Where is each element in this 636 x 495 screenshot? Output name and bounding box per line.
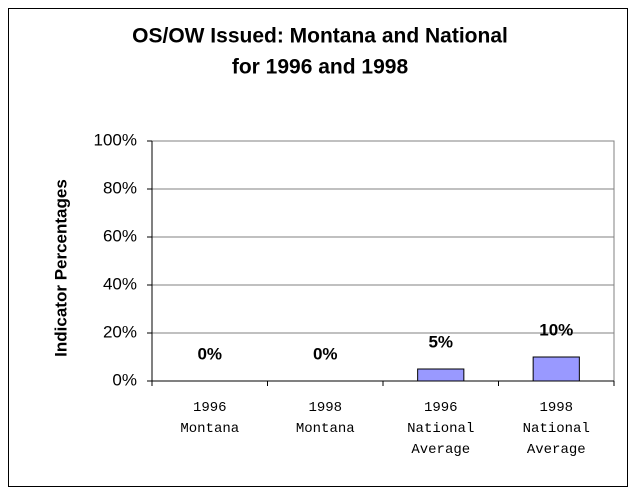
y-tick-label: 60% [103, 226, 137, 245]
y-tick-label: 20% [103, 322, 137, 341]
value-label: 0% [197, 344, 222, 363]
value-label: 5% [428, 332, 453, 351]
x-tick-label: 1996 Montana [180, 400, 239, 437]
chart-border [8, 8, 628, 487]
y-axis-label: Indicator Percentages [51, 179, 70, 357]
y-tick-label: 80% [103, 178, 137, 197]
y-tick-label: 100% [94, 130, 137, 149]
chart-title: OS/OW Issued: Montana and National [132, 25, 508, 48]
x-tick-label: 1998 National Average [523, 400, 590, 458]
value-label: 10% [539, 320, 573, 339]
y-tick-label: 40% [103, 274, 137, 293]
bar [532, 356, 580, 382]
bar [417, 368, 465, 382]
x-tick-label: 1996 National Average [407, 400, 474, 458]
chart-title: for 1996 and 1998 [232, 56, 409, 79]
value-label: 0% [313, 344, 338, 363]
x-tick-label: 1998 Montana [296, 400, 355, 437]
y-tick-label: 0% [112, 370, 137, 389]
